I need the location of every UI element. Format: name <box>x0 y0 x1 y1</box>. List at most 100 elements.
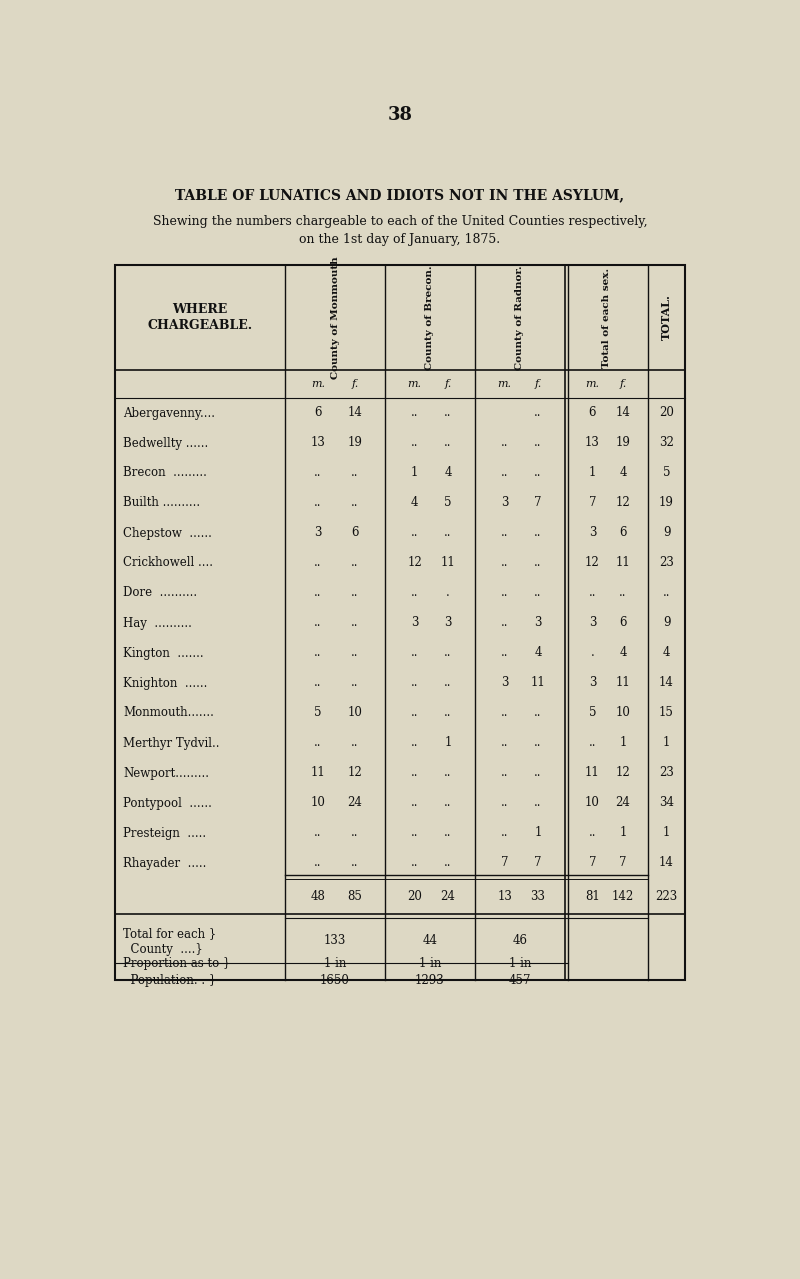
Text: ..: .. <box>501 556 509 569</box>
Text: ..: .. <box>314 587 322 600</box>
Text: 3: 3 <box>534 616 542 629</box>
Text: TOTAL.: TOTAL. <box>661 294 672 340</box>
Text: 3: 3 <box>314 527 322 540</box>
Text: County of Monmouth: County of Monmouth <box>330 256 339 379</box>
Bar <box>115 265 685 980</box>
Text: ..: .. <box>351 587 358 600</box>
Text: 10: 10 <box>616 706 630 720</box>
Text: 1: 1 <box>663 737 670 749</box>
Text: 9: 9 <box>662 527 670 540</box>
Text: 14: 14 <box>616 407 630 420</box>
Text: 24: 24 <box>441 889 455 903</box>
Text: ..: .. <box>534 737 542 749</box>
Text: ..: .. <box>534 407 542 420</box>
Text: 34: 34 <box>659 797 674 810</box>
Text: 12: 12 <box>616 766 630 779</box>
Text: ..: .. <box>411 766 418 779</box>
Text: f.: f. <box>351 379 358 389</box>
Text: 3: 3 <box>589 677 596 689</box>
Text: ..: .. <box>411 677 418 689</box>
Text: Rhayader  .....: Rhayader ..... <box>123 857 206 870</box>
Text: 5: 5 <box>662 467 670 480</box>
Text: Population. . }: Population. . } <box>123 975 216 987</box>
Text: 3: 3 <box>411 616 418 629</box>
Text: ..: .. <box>501 737 509 749</box>
Text: 48: 48 <box>310 889 326 903</box>
Text: 142: 142 <box>612 889 634 903</box>
Text: 223: 223 <box>655 889 678 903</box>
Text: ..: .. <box>501 436 509 449</box>
Text: ..: .. <box>501 797 509 810</box>
Text: 23: 23 <box>659 766 674 779</box>
Text: ..: .. <box>314 616 322 629</box>
Text: 46: 46 <box>513 934 527 946</box>
Text: ..: .. <box>501 766 509 779</box>
Text: 7: 7 <box>501 857 509 870</box>
Text: 13: 13 <box>585 436 600 449</box>
Text: 24: 24 <box>347 797 362 810</box>
Text: County of Radnor.: County of Radnor. <box>515 265 525 370</box>
Text: 85: 85 <box>347 889 362 903</box>
Text: 10: 10 <box>347 706 362 720</box>
Text: 5: 5 <box>314 706 322 720</box>
Text: 11: 11 <box>616 556 630 569</box>
Text: 1: 1 <box>534 826 542 839</box>
Text: TABLE OF LUNATICS AND IDIOTS NOT IN THE ASYLUM,: TABLE OF LUNATICS AND IDIOTS NOT IN THE … <box>175 188 625 202</box>
Text: ..: .. <box>314 467 322 480</box>
Text: 38: 38 <box>387 106 413 124</box>
Text: ..: .. <box>501 616 509 629</box>
Text: ..: .. <box>534 556 542 569</box>
Text: f.: f. <box>619 379 626 389</box>
Text: Dore  ..........: Dore .......... <box>123 587 197 600</box>
Text: ..: .. <box>351 826 358 839</box>
Text: 15: 15 <box>659 706 674 720</box>
Text: m.: m. <box>586 379 599 389</box>
Text: ..: .. <box>314 737 322 749</box>
Text: County of Brecon.: County of Brecon. <box>426 265 434 370</box>
Text: 133: 133 <box>324 934 346 946</box>
Text: Pontypool  ......: Pontypool ...... <box>123 797 212 810</box>
Text: Kington  .......: Kington ....... <box>123 646 204 660</box>
Text: Presteign  .....: Presteign ..... <box>123 826 206 839</box>
Text: 7: 7 <box>534 857 542 870</box>
Text: 7: 7 <box>534 496 542 509</box>
Text: m.: m. <box>498 379 512 389</box>
Text: 33: 33 <box>530 889 546 903</box>
Text: Newport.........: Newport......... <box>123 766 209 779</box>
Text: Builth ..........: Builth .......... <box>123 496 200 509</box>
Text: 4: 4 <box>619 646 627 660</box>
Text: ..: .. <box>411 826 418 839</box>
Text: ..: .. <box>444 826 452 839</box>
Text: ..: .. <box>444 527 452 540</box>
Text: 12: 12 <box>616 496 630 509</box>
Text: 4: 4 <box>662 646 670 660</box>
Text: 10: 10 <box>585 797 600 810</box>
Text: 14: 14 <box>659 677 674 689</box>
Text: ..: .. <box>411 857 418 870</box>
Text: ..: .. <box>314 646 322 660</box>
Text: 1 in: 1 in <box>419 957 441 969</box>
Text: ..: .. <box>411 646 418 660</box>
Text: 12: 12 <box>407 556 422 569</box>
Text: 1293: 1293 <box>415 975 445 987</box>
Text: ..: .. <box>444 797 452 810</box>
Text: ..: .. <box>411 706 418 720</box>
Text: ..: .. <box>534 467 542 480</box>
Text: ..: .. <box>501 706 509 720</box>
Text: 5: 5 <box>444 496 452 509</box>
Text: 5: 5 <box>589 706 596 720</box>
Text: 3: 3 <box>589 616 596 629</box>
Text: m.: m. <box>408 379 422 389</box>
Text: 1 in: 1 in <box>509 957 531 969</box>
Text: on the 1st day of January, 1875.: on the 1st day of January, 1875. <box>299 234 501 247</box>
Text: f.: f. <box>444 379 452 389</box>
Text: ..: .. <box>444 407 452 420</box>
Text: Total of each sex.: Total of each sex. <box>602 267 611 367</box>
Text: ..: .. <box>534 797 542 810</box>
Text: 24: 24 <box>616 797 630 810</box>
Text: 11: 11 <box>616 677 630 689</box>
Text: 1650: 1650 <box>320 975 350 987</box>
Text: ..: .. <box>619 587 627 600</box>
Text: ..: .. <box>351 677 358 689</box>
Text: ..: .. <box>501 527 509 540</box>
